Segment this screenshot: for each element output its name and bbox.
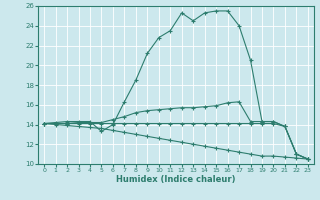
X-axis label: Humidex (Indice chaleur): Humidex (Indice chaleur)	[116, 175, 236, 184]
